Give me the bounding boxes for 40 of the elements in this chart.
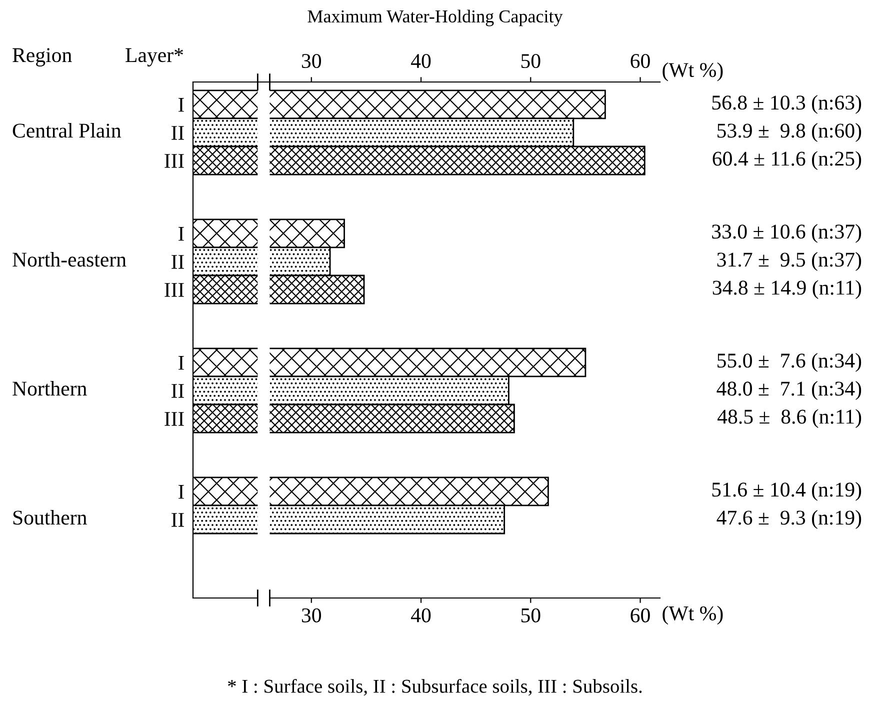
y-tick-label: III — [164, 154, 184, 168]
data-label: 60.4 ± 11.6 (n:25) — [712, 151, 862, 170]
x-tick-label: 30 — [302, 608, 322, 622]
data-label: 55.0 ± 7.6 (n:34) — [718, 352, 862, 372]
y-tick-label: II — [172, 384, 184, 398]
y-axis-title: North-eastern — [12, 252, 126, 267]
y-tick-label: I — [178, 227, 184, 241]
x2-tick-label: 50 — [521, 54, 540, 68]
text: Region — [12, 48, 72, 66]
x-tick-label: 40 — [411, 608, 431, 622]
data-label: 48.5 ± 8.6 (n:11) — [718, 409, 862, 428]
y-tick-label: II — [172, 255, 184, 269]
data-label: 53.9 ± 9.8 (n:60) — [718, 123, 862, 142]
chart-title: Maximum Water-Holding Capacity — [308, 10, 563, 26]
data-label: 34.8 ± 14.9 (n:11) — [712, 280, 862, 299]
x-tick-label: 50 — [521, 608, 540, 622]
y-tick-label: II — [172, 513, 184, 527]
y-tick-label: I — [178, 485, 184, 499]
data-label: 51.6 ± 10.4 (n:19) — [712, 482, 862, 501]
data-label: 48.0 ± 7.1 (n:34) — [716, 381, 862, 400]
y-tick-label: II — [172, 126, 184, 140]
data-label: 33.0 ± 10.6 (n:37) — [712, 224, 862, 243]
x2-tick-label: 40 — [411, 54, 431, 68]
data-label: 56.8 ± 10.3 (n:63) — [712, 94, 862, 114]
y-axis-title: Southern — [13, 510, 87, 525]
x2-axis-title: (Wt %) — [662, 62, 723, 82]
y-tick-label: I — [178, 356, 184, 370]
y-tick-label: III — [164, 283, 184, 297]
y-tick-label: I — [178, 98, 184, 112]
data-label: 31.7 ± 9.5 (n:37) — [717, 252, 862, 271]
y-axis-title: Central Plain — [12, 123, 122, 138]
x2-tick-label: 30 — [302, 54, 322, 68]
y-tick-label: III — [164, 412, 184, 426]
x-axis-title: (Wt %) — [662, 606, 723, 625]
x2-tick-label: 60 — [630, 54, 650, 68]
x-tick-label: 60 — [630, 608, 650, 622]
y-axis-title: Northern — [12, 381, 87, 396]
text: * I : Surface soils, II : Subsurface soils, III : Subsoils. — [228, 678, 642, 696]
text: Layer* — [126, 48, 183, 66]
data-label: 47.6 ± 9.3 (n:19) — [716, 510, 862, 529]
